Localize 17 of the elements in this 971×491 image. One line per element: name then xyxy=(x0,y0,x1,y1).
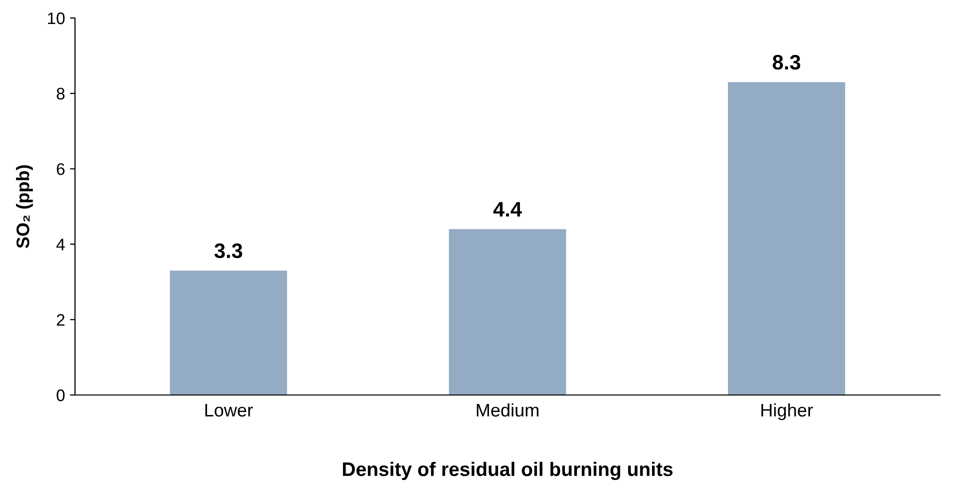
bar xyxy=(728,82,846,395)
y-tick-label: 10 xyxy=(48,12,65,24)
x-tick-label: Higher xyxy=(761,403,813,420)
y-tick-label: 6 xyxy=(56,163,65,176)
data-label: 8.3 xyxy=(772,54,800,70)
y-tick-label: 0 xyxy=(56,389,65,402)
x-tick-label: Medium xyxy=(476,403,538,417)
y-tick-label: 8 xyxy=(56,88,65,100)
x-tick-label: Lower xyxy=(205,404,253,417)
data-label: 3.3 xyxy=(214,243,242,258)
y-axis-title: SO₂ (ppb) xyxy=(16,165,33,248)
data-label: 4.4 xyxy=(493,202,522,216)
y-tick-label: 4 xyxy=(56,238,65,250)
bar xyxy=(170,270,288,395)
x-axis-title: Density of residual oil burning units xyxy=(342,462,673,480)
y-tick-label: 2 xyxy=(56,314,64,326)
bar xyxy=(448,229,566,395)
